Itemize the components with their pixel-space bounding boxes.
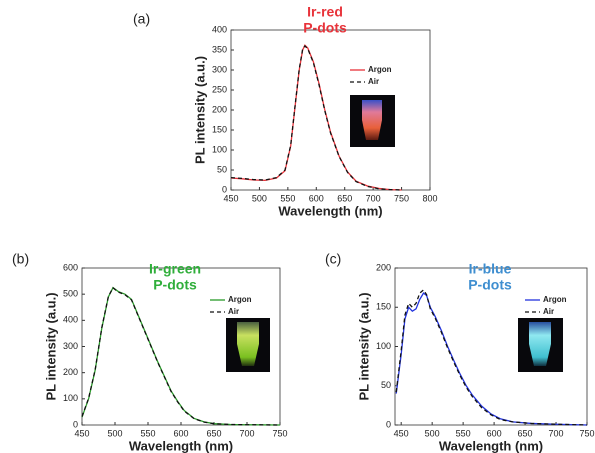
x-tick-label: 700	[239, 428, 254, 438]
x-tick-label: 500	[107, 428, 122, 438]
y-tick-label: 250	[212, 84, 227, 94]
legend-label: Air	[543, 307, 554, 316]
series-line	[81, 286, 281, 426]
plot-frame	[230, 29, 431, 191]
x-axis-label: Wavelength (nm)	[129, 438, 233, 453]
y-tick-label: 150	[376, 302, 391, 312]
x-tick-label: 550	[140, 428, 155, 438]
x-tick-label: 650	[337, 193, 352, 203]
x-tick-label: 600	[173, 428, 188, 438]
chart-title: P-dots	[153, 277, 197, 293]
chart-title: P-dots	[303, 20, 347, 36]
inset-photo	[226, 318, 270, 372]
inset-photo	[518, 318, 563, 372]
y-tick-label: 100	[63, 393, 78, 403]
chart-title: Ir-red	[307, 4, 343, 20]
x-tick-label: 450	[74, 428, 89, 438]
x-tick-label: 700	[549, 428, 564, 438]
x-tick-label: 750	[579, 428, 594, 438]
chart-title: Ir-green	[149, 261, 201, 277]
y-tick-label: 600	[63, 262, 78, 272]
y-tick-label: 300	[212, 64, 227, 74]
y-tick-label: 0	[222, 184, 227, 194]
y-tick-label: 400	[212, 24, 227, 34]
panel-label: (c)	[325, 251, 341, 267]
panel-label: (b)	[12, 251, 29, 267]
x-axis-label: Wavelength (nm)	[439, 438, 543, 453]
y-tick-label: 50	[381, 380, 391, 390]
x-tick-label: 450	[394, 428, 409, 438]
panel-label: (a)	[133, 11, 150, 27]
legend-label: Air	[368, 77, 379, 86]
chart-title: P-dots	[468, 277, 512, 293]
x-tick-label: 500	[252, 193, 267, 203]
x-tick-label: 650	[206, 428, 221, 438]
y-tick-label: 300	[63, 341, 78, 351]
x-axis-label: Wavelength (nm)	[278, 203, 382, 218]
y-tick-label: 150	[212, 124, 227, 134]
y-axis-label: PL intensity (a.u.)	[43, 292, 58, 400]
y-tick-label: 100	[376, 341, 391, 351]
series-line	[395, 289, 588, 426]
y-tick-label: 0	[386, 419, 391, 429]
x-tick-label: 650	[518, 428, 533, 438]
x-tick-label: 700	[366, 193, 381, 203]
y-axis-label: PL intensity (a.u.)	[192, 56, 207, 164]
x-tick-label: 550	[456, 428, 471, 438]
inset-photo	[350, 95, 395, 147]
x-tick-label: 500	[425, 428, 440, 438]
x-tick-label: 450	[223, 193, 238, 203]
y-tick-label: 200	[63, 367, 78, 377]
y-tick-label: 200	[212, 104, 227, 114]
x-tick-label: 600	[487, 428, 502, 438]
legend-label: Argon	[543, 295, 567, 304]
x-tick-label: 750	[272, 428, 287, 438]
series-line	[230, 44, 402, 191]
legend-label: Argon	[368, 65, 392, 74]
legend-label: Argon	[228, 295, 252, 304]
x-tick-label: 800	[422, 193, 437, 203]
chart-title: Ir-blue	[469, 261, 512, 277]
x-tick-label: 600	[309, 193, 324, 203]
y-tick-label: 0	[73, 419, 78, 429]
x-tick-label: 550	[280, 193, 295, 203]
legend-label: Air	[228, 307, 239, 316]
y-tick-label: 200	[376, 262, 391, 272]
y-tick-label: 350	[212, 44, 227, 54]
y-tick-label: 400	[63, 315, 78, 325]
y-tick-label: 500	[63, 289, 78, 299]
y-axis-label: PL intensity (a.u.)	[356, 292, 371, 400]
y-tick-label: 100	[212, 144, 227, 154]
x-tick-label: 750	[394, 193, 409, 203]
y-tick-label: 50	[217, 164, 227, 174]
